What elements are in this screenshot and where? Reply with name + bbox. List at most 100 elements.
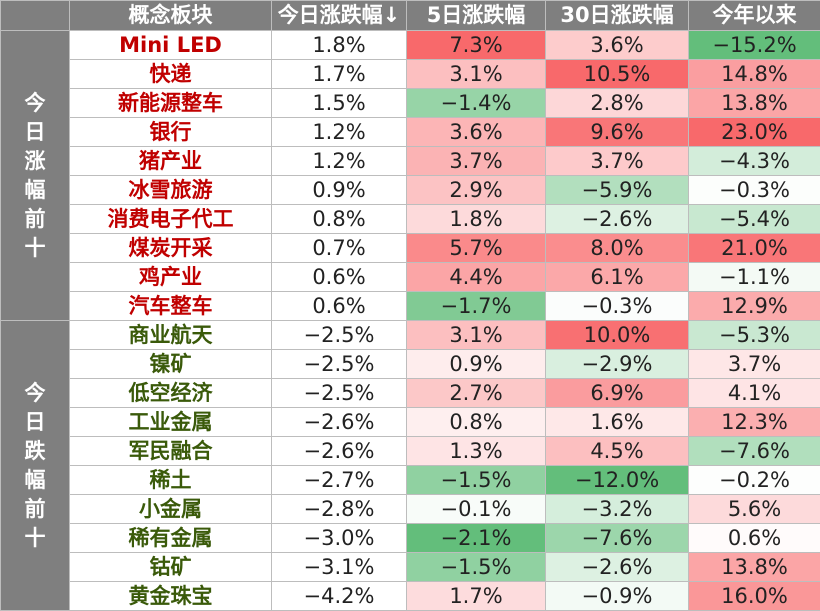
ytd-change-cell: 0.6% [689, 524, 820, 553]
header-row: 概念板块 今日涨跌幅↓ 5日涨跌幅 30日涨跌幅 今年以来 [1, 1, 820, 31]
5day-change-cell: 4.4% [407, 263, 546, 292]
ytd-change-cell: 23.0% [689, 118, 820, 147]
sector-name[interactable]: 稀有金属 [70, 524, 272, 553]
30day-change-cell: −3.2% [546, 495, 689, 524]
30day-change-cell: −12.0% [546, 466, 689, 495]
ytd-change-cell: 14.8% [689, 60, 820, 89]
ytd-change-cell: −5.3% [689, 321, 820, 350]
sector-name[interactable]: Mini LED [70, 31, 272, 60]
5day-change-cell: −1.5% [407, 553, 546, 582]
ytd-change-cell: −1.1% [689, 263, 820, 292]
sector-name[interactable]: 银行 [70, 118, 272, 147]
5day-change-cell: −1.4% [407, 89, 546, 118]
30day-change-cell: 2.8% [546, 89, 689, 118]
5day-change-cell: 1.7% [407, 582, 546, 611]
header-today-change[interactable]: 今日涨跌幅↓ [272, 1, 407, 31]
30day-change-cell: −2.6% [546, 205, 689, 234]
today-change-cell: 1.8% [272, 31, 407, 60]
5day-change-cell: 5.7% [407, 234, 546, 263]
30day-change-cell: −0.3% [546, 292, 689, 321]
sector-name[interactable]: 商业航天 [70, 321, 272, 350]
table-row: 今日跌幅前十商业航天−2.5%3.1%10.0%−5.3% [1, 321, 820, 350]
sector-name[interactable]: 钴矿 [70, 553, 272, 582]
30day-change-cell: 8.0% [546, 234, 689, 263]
today-change-cell: −3.0% [272, 524, 407, 553]
ytd-change-cell: −0.2% [689, 466, 820, 495]
today-change-cell: 1.7% [272, 60, 407, 89]
table-row: 低空经济−2.5%2.7%6.9%4.1% [1, 379, 820, 408]
5day-change-cell: 0.9% [407, 350, 546, 379]
5day-change-cell: 3.1% [407, 321, 546, 350]
today-change-cell: −2.7% [272, 466, 407, 495]
5day-change-cell: −0.1% [407, 495, 546, 524]
ytd-change-cell: −5.4% [689, 205, 820, 234]
ytd-change-cell: −7.6% [689, 437, 820, 466]
30day-change-cell: −2.6% [546, 553, 689, 582]
5day-change-cell: −1.5% [407, 466, 546, 495]
ytd-change-cell: 13.8% [689, 553, 820, 582]
sector-name[interactable]: 黄金珠宝 [70, 582, 272, 611]
group-label-text: 今日涨幅前十 [23, 89, 47, 263]
ytd-change-cell: 3.7% [689, 350, 820, 379]
5day-change-cell: 1.3% [407, 437, 546, 466]
sector-name[interactable]: 汽车整车 [70, 292, 272, 321]
table-row: 镍矿−2.5%0.9%−2.9%3.7% [1, 350, 820, 379]
sector-name[interactable]: 小金属 [70, 495, 272, 524]
today-change-cell: −2.6% [272, 408, 407, 437]
sector-name[interactable]: 煤炭开采 [70, 234, 272, 263]
sector-name[interactable]: 军民融合 [70, 437, 272, 466]
ytd-change-cell: 16.0% [689, 582, 820, 611]
sector-name[interactable]: 稀土 [70, 466, 272, 495]
30day-change-cell: −0.9% [546, 582, 689, 611]
ytd-change-cell: −4.3% [689, 147, 820, 176]
sector-name[interactable]: 镍矿 [70, 350, 272, 379]
sector-name[interactable]: 新能源整车 [70, 89, 272, 118]
30day-change-cell: −2.9% [546, 350, 689, 379]
today-change-cell: −2.8% [272, 495, 407, 524]
sector-name[interactable]: 快递 [70, 60, 272, 89]
5day-change-cell: 3.6% [407, 118, 546, 147]
today-change-cell: −2.6% [272, 437, 407, 466]
table-row: 稀土−2.7%−1.5%−12.0%−0.2% [1, 466, 820, 495]
sector-name[interactable]: 低空经济 [70, 379, 272, 408]
today-change-cell: 1.2% [272, 147, 407, 176]
ytd-change-cell: 12.9% [689, 292, 820, 321]
header-5day-change[interactable]: 5日涨跌幅 [407, 1, 546, 31]
header-30day-change[interactable]: 30日涨跌幅 [546, 1, 689, 31]
30day-change-cell: 3.7% [546, 147, 689, 176]
sector-name[interactable]: 猪产业 [70, 147, 272, 176]
table-row: 小金属−2.8%−0.1%−3.2%5.6% [1, 495, 820, 524]
header-corner [1, 1, 70, 31]
header-ytd-change[interactable]: 今年以来 [689, 1, 820, 31]
today-change-cell: 0.8% [272, 205, 407, 234]
group-label-top-gainers: 今日涨幅前十 [1, 31, 70, 321]
table-row: 工业金属−2.6%0.8%1.6%12.3% [1, 408, 820, 437]
sector-name[interactable]: 冰雪旅游 [70, 176, 272, 205]
5day-change-cell: 2.9% [407, 176, 546, 205]
sector-name[interactable]: 工业金属 [70, 408, 272, 437]
sector-name[interactable]: 鸡产业 [70, 263, 272, 292]
today-change-cell: 0.9% [272, 176, 407, 205]
today-change-cell: 0.6% [272, 263, 407, 292]
today-change-cell: 1.2% [272, 118, 407, 147]
sector-name[interactable]: 消费电子代工 [70, 205, 272, 234]
ytd-change-cell: 4.1% [689, 379, 820, 408]
header-sector[interactable]: 概念板块 [70, 1, 272, 31]
30day-change-cell: −5.9% [546, 176, 689, 205]
ytd-change-cell: 13.8% [689, 89, 820, 118]
group-label-top-losers: 今日跌幅前十 [1, 321, 70, 611]
table-row: 稀有金属−3.0%−2.1%−7.6%0.6% [1, 524, 820, 553]
table-row: 军民融合−2.6%1.3%4.5%−7.6% [1, 437, 820, 466]
5day-change-cell: 3.7% [407, 147, 546, 176]
30day-change-cell: 1.6% [546, 408, 689, 437]
30day-change-cell: 10.0% [546, 321, 689, 350]
30day-change-cell: 4.5% [546, 437, 689, 466]
